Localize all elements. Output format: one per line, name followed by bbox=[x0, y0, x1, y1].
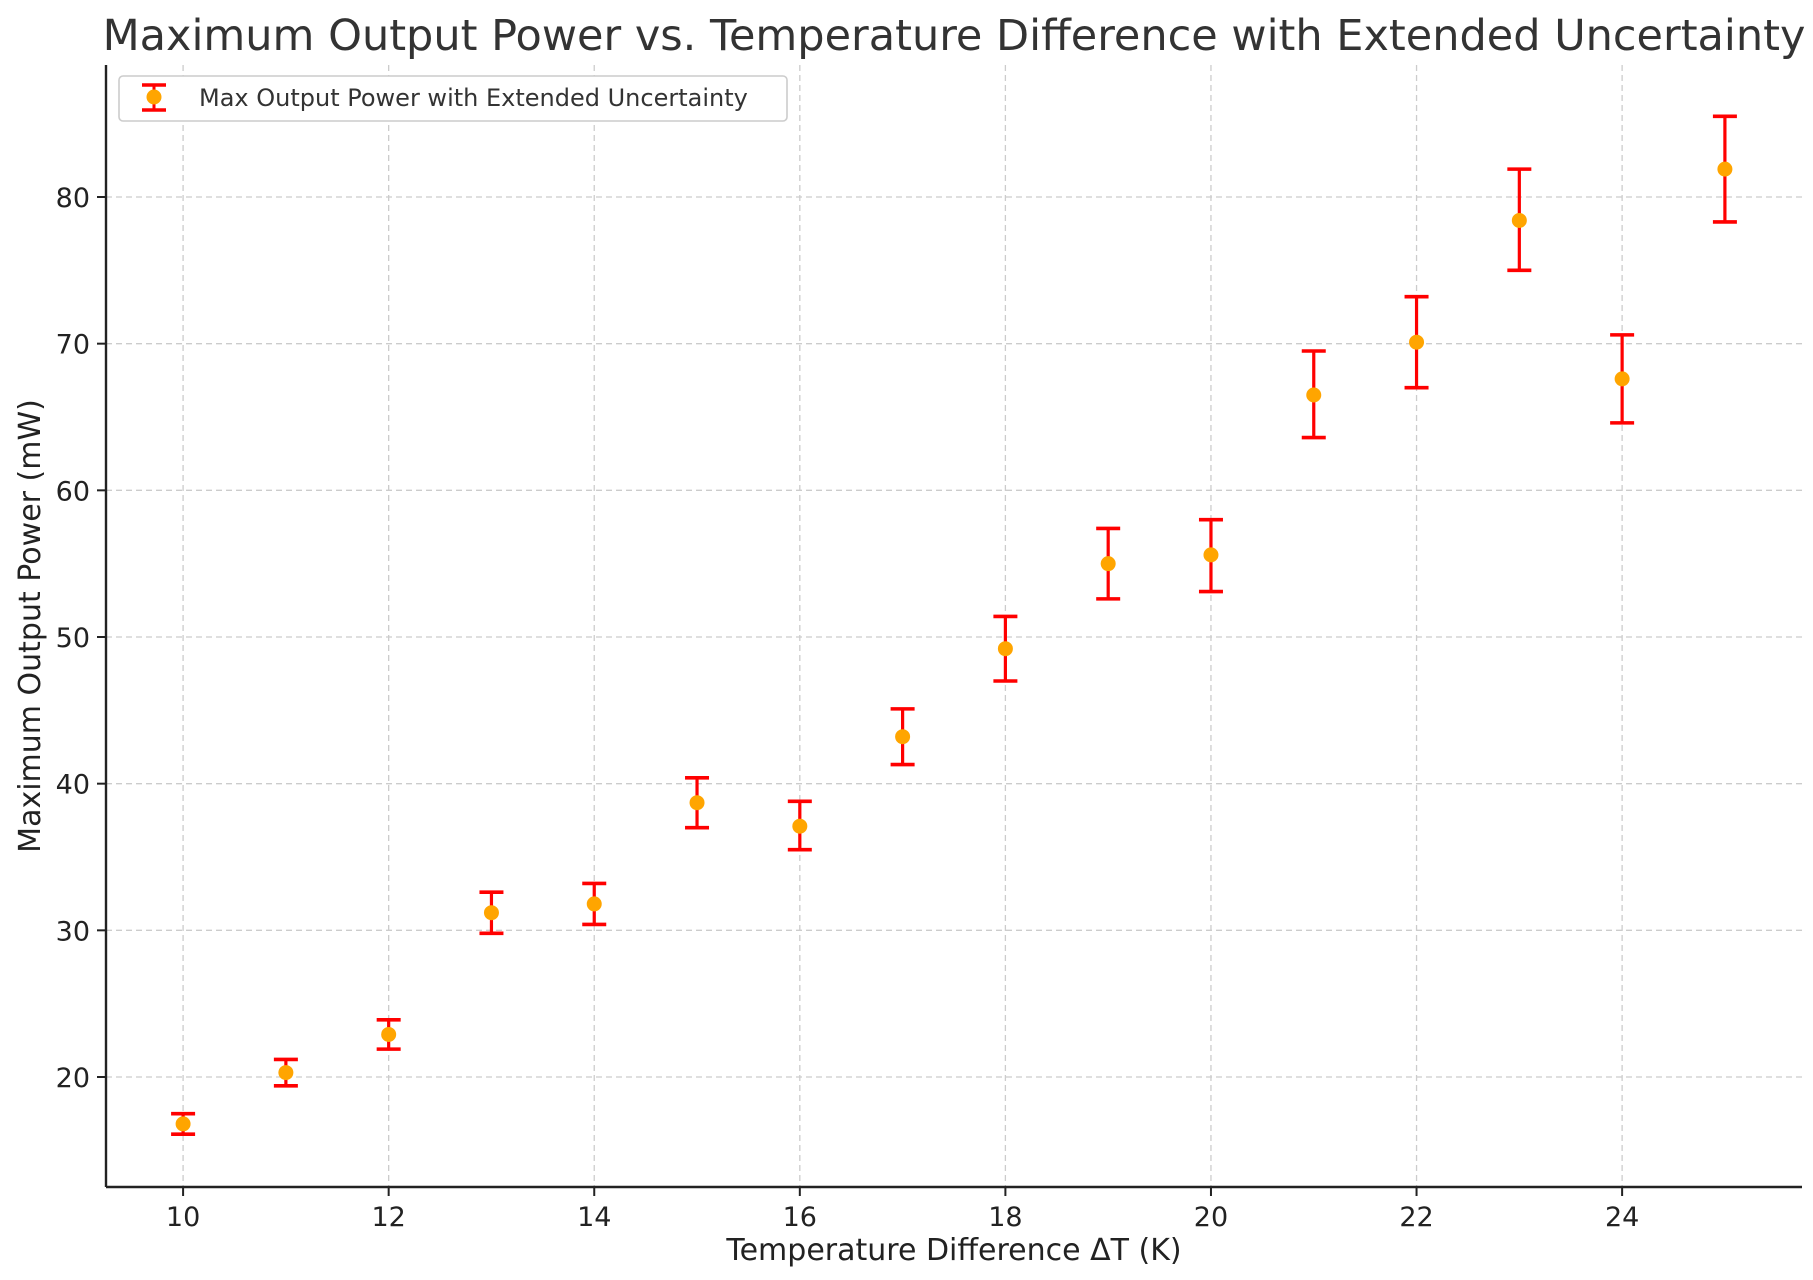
y-tick-label: 40 bbox=[56, 770, 90, 801]
data-point bbox=[689, 795, 705, 811]
data-point bbox=[278, 1065, 294, 1081]
y-tick-label: 20 bbox=[56, 1063, 90, 1094]
legend-box bbox=[118, 75, 788, 122]
chart-title: Maximum Output Power vs. Temperature Dif… bbox=[103, 11, 1806, 61]
legend-label: Max Output Power with Extended Uncertain… bbox=[199, 84, 748, 112]
data-point bbox=[1409, 334, 1425, 350]
legend: Max Output Power with Extended Uncertain… bbox=[118, 75, 788, 122]
x-tick-label: 24 bbox=[1605, 1202, 1639, 1233]
data-point bbox=[586, 896, 602, 912]
x-tick-label: 18 bbox=[988, 1202, 1022, 1233]
y-tick-label: 70 bbox=[56, 330, 90, 361]
data-point bbox=[1614, 371, 1630, 387]
data-point bbox=[1511, 212, 1527, 228]
data-point bbox=[175, 1116, 191, 1132]
y-tick-label: 50 bbox=[56, 623, 90, 654]
data-point bbox=[483, 905, 499, 921]
data-point bbox=[792, 818, 808, 834]
x-axis-label: Temperature Difference ΔT (K) bbox=[725, 1233, 1181, 1268]
ticks: 10 12 14 16 18 20 22 24 20 30 40 50 60 70 80 bbox=[56, 183, 1640, 1233]
x-tick-label: 16 bbox=[783, 1202, 817, 1233]
x-tick-label: 20 bbox=[1194, 1202, 1228, 1233]
y-tick-label: 30 bbox=[56, 916, 90, 947]
x-tick-label: 22 bbox=[1399, 1202, 1433, 1233]
data-point bbox=[1203, 547, 1219, 563]
x-tick-label: 10 bbox=[166, 1202, 200, 1233]
data-point bbox=[1100, 556, 1116, 572]
y-axis-label: Maximum Output Power (mW) bbox=[13, 399, 48, 853]
y-tick-label: 80 bbox=[56, 183, 90, 214]
x-tick-label: 12 bbox=[371, 1202, 405, 1233]
data-point bbox=[1306, 387, 1322, 403]
data-series bbox=[171, 114, 1737, 1136]
data-point bbox=[895, 729, 911, 745]
data-point bbox=[381, 1026, 397, 1042]
x-tick-label: 14 bbox=[577, 1202, 611, 1233]
legend-marker bbox=[146, 89, 162, 105]
data-point bbox=[1717, 161, 1733, 177]
data-point bbox=[997, 641, 1013, 657]
y-tick-label: 60 bbox=[56, 476, 90, 507]
